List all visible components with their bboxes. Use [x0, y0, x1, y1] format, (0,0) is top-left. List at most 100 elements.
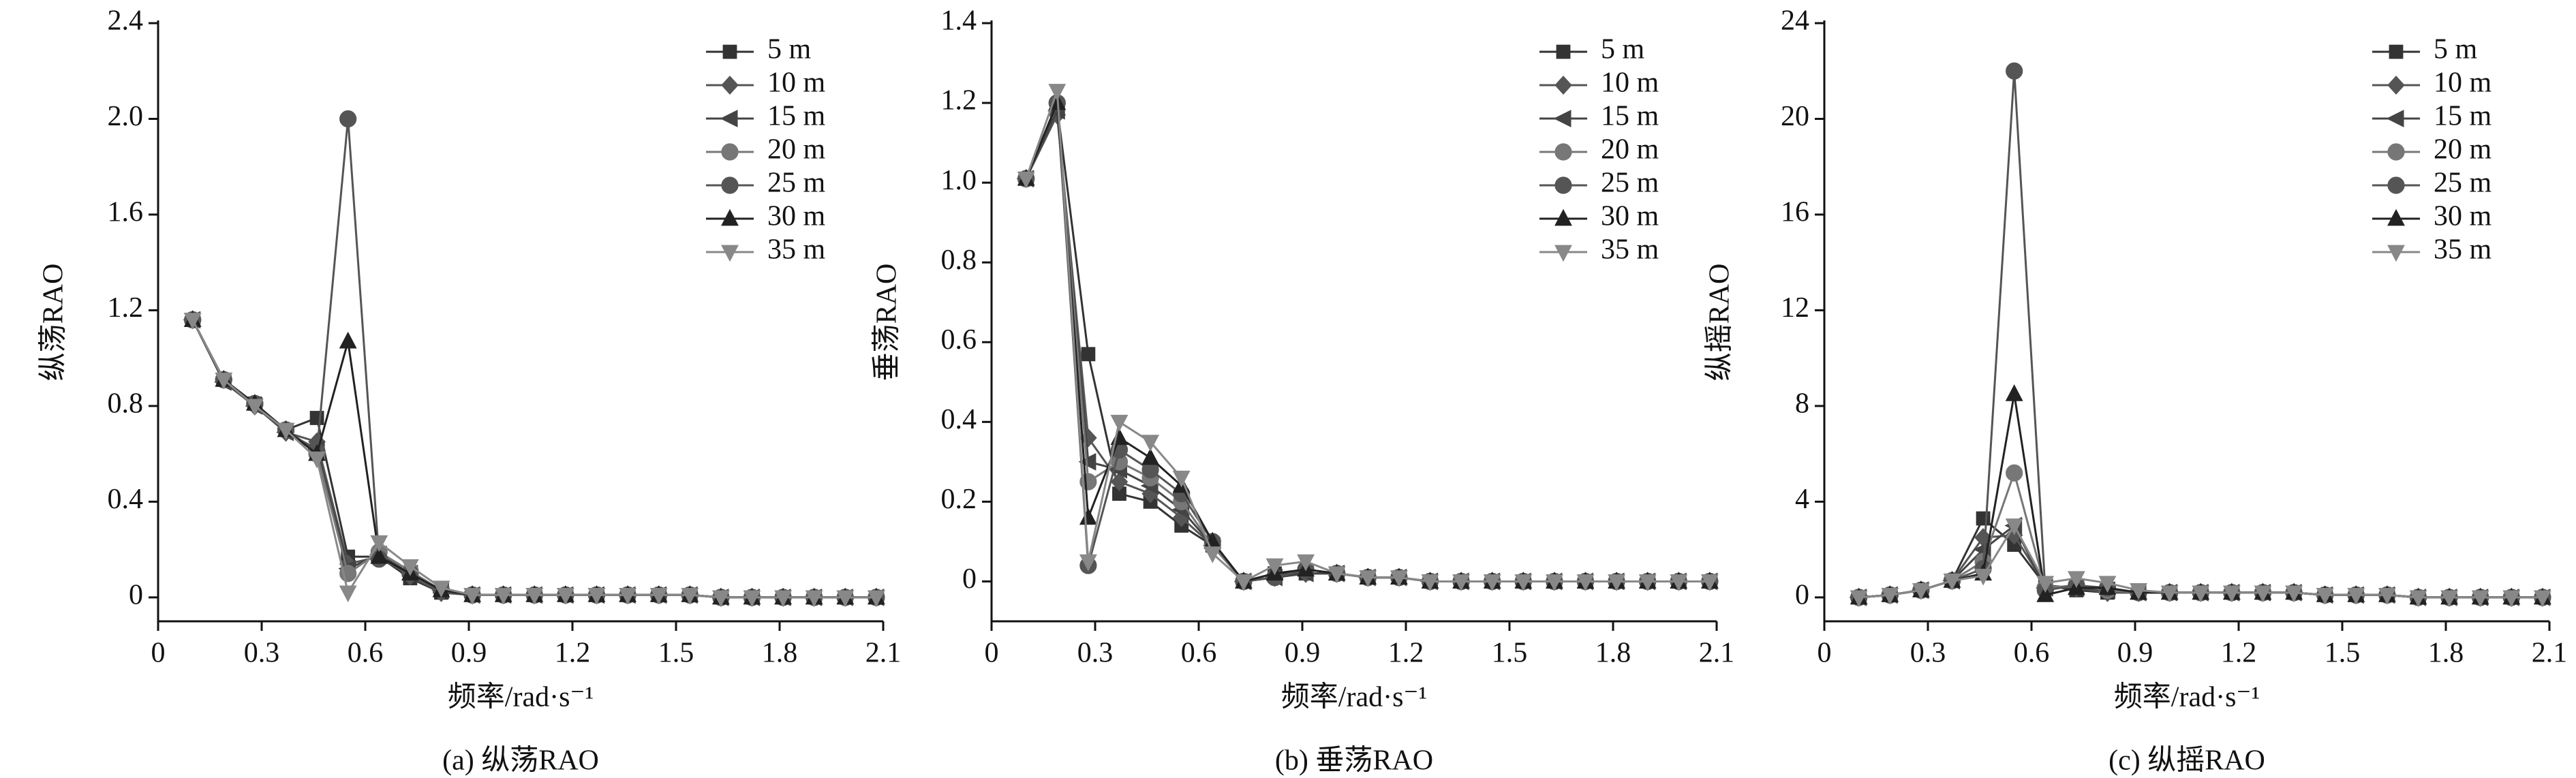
y-tick-label: 0	[962, 563, 977, 595]
y-tick-label: 0	[1795, 580, 1809, 611]
marker	[1048, 84, 1067, 101]
legend-label: 30 m	[2434, 201, 2492, 232]
marker	[721, 76, 739, 95]
marker	[2387, 245, 2405, 262]
marker	[1297, 554, 1315, 572]
legend-label: 25 m	[1601, 168, 1659, 199]
marker	[1452, 574, 1470, 591]
marker	[867, 590, 885, 608]
y-tick-label: 0	[129, 580, 143, 611]
marker	[2036, 585, 2055, 602]
legend-label: 30 m	[1601, 201, 1659, 232]
marker	[2005, 384, 2023, 401]
legend-label: 35 m	[1601, 234, 1659, 266]
x-tick-label: 1.5	[658, 638, 694, 669]
marker	[2387, 143, 2405, 161]
marker	[215, 372, 233, 390]
x-tick-label: 1.2	[2221, 638, 2257, 669]
marker	[681, 587, 699, 605]
chart: 0 0.2 0.4 0.6 0.8 1.0 1.2 1.4 0 0.3 0.6 0.9 1.2 1.5 1.…	[872, 5, 1735, 777]
marker	[2347, 587, 2365, 605]
marker	[2130, 582, 2147, 600]
x-tick-label: 2.1	[865, 638, 902, 669]
chart: 0 0.4 0.8 1.2 1.6 2.0 2.4 0 0.3 0.6 0.9 1.2 1.5 1.8 2.…	[38, 5, 902, 777]
marker	[401, 559, 419, 576]
y-tick-label: 1.2	[108, 292, 144, 324]
marker	[1556, 44, 1571, 59]
marker	[1421, 574, 1439, 591]
marker	[277, 422, 295, 440]
marker	[370, 535, 388, 553]
series-line	[191, 319, 876, 599]
x-tick-label: 1.2	[1388, 638, 1424, 669]
legend-label: 35 m	[2434, 234, 2492, 266]
y-tick-label: 12	[1781, 292, 1809, 324]
x-axis-label: 频率/rad·s⁻¹	[1281, 681, 1427, 713]
marker	[2036, 576, 2055, 593]
marker	[1514, 574, 1533, 591]
marker	[1079, 508, 1097, 525]
y-tick-label: 2.0	[108, 101, 144, 132]
x-tick-label: 0.9	[451, 638, 487, 669]
marker	[1266, 558, 1284, 576]
marker	[556, 587, 574, 605]
marker	[722, 44, 737, 59]
legend-label: 20 m	[2434, 134, 2492, 166]
marker	[1483, 574, 1501, 591]
series-line	[191, 319, 876, 599]
marker	[2387, 176, 2405, 194]
marker	[649, 587, 668, 605]
x-tick-label: 1.5	[2325, 638, 2361, 669]
marker	[1554, 176, 1572, 194]
legend-label: 25 m	[767, 168, 826, 199]
marker	[2160, 585, 2179, 603]
x-tick-label: 1.8	[2428, 638, 2464, 669]
marker	[2006, 464, 2023, 482]
marker	[1545, 574, 1563, 591]
marker	[432, 580, 450, 598]
marker	[463, 587, 481, 605]
marker	[743, 590, 761, 608]
x-tick-label: 0.3	[244, 638, 280, 669]
x-axis-label: 频率/rad·s⁻¹	[2114, 681, 2260, 713]
y-tick-label: 0.8	[941, 245, 977, 276]
x-tick-label: 2.1	[2532, 638, 2568, 669]
marker	[2316, 587, 2334, 605]
marker	[2386, 110, 2404, 127]
y-tick-label: 1.0	[941, 165, 977, 196]
marker	[774, 590, 792, 608]
marker	[1141, 448, 1159, 465]
series-line	[191, 319, 876, 599]
x-tick-label: 1.2	[555, 638, 591, 669]
y-tick-label: 2.4	[108, 5, 144, 37]
marker	[1328, 566, 1346, 584]
x-tick-label: 0	[985, 638, 999, 669]
x-tick-label: 0.9	[1285, 638, 1321, 669]
x-axis-label: 频率/rad·s⁻¹	[448, 681, 594, 713]
marker	[1576, 574, 1595, 591]
x-tick-label: 0.3	[1077, 638, 1114, 669]
marker	[2192, 585, 2210, 603]
series-line	[191, 319, 876, 599]
legend-label: 15 m	[1601, 101, 1659, 132]
marker	[721, 176, 739, 194]
marker	[370, 546, 388, 564]
x-tick-label: 0	[151, 638, 166, 669]
marker	[2409, 590, 2427, 608]
marker	[2440, 590, 2458, 608]
marker	[1554, 245, 1572, 262]
marker	[1700, 574, 1719, 591]
legend-label: 10 m	[767, 67, 826, 99]
y-tick-label: 0.2	[941, 484, 977, 515]
marker	[1943, 573, 1961, 591]
marker	[1881, 587, 1899, 605]
marker	[1974, 568, 1992, 586]
x-tick-label: 0.3	[1910, 638, 1946, 669]
y-tick-label: 1.2	[941, 85, 977, 116]
marker	[1079, 554, 1097, 572]
marker	[1172, 470, 1191, 488]
marker	[1017, 171, 1035, 189]
marker	[2005, 518, 2023, 535]
marker	[339, 110, 357, 128]
marker	[2254, 585, 2272, 603]
